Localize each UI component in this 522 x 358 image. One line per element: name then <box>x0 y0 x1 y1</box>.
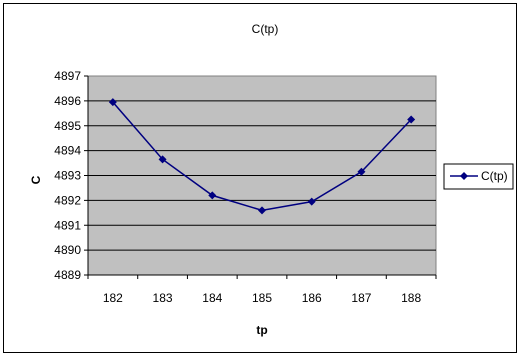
data-point-marker <box>208 191 217 200</box>
chart-title: C(tp) <box>252 22 279 36</box>
y-tick-label: 4892 <box>54 193 81 207</box>
x-tick-label: 182 <box>103 291 123 305</box>
x-tick-label: 188 <box>401 291 421 305</box>
y-tick-label: 4891 <box>54 218 81 232</box>
x-axis-title: tp <box>256 323 267 337</box>
y-tick-label: 4890 <box>54 243 81 257</box>
legend-marker <box>460 172 468 180</box>
y-tick-label: 4894 <box>54 144 81 158</box>
y-axis-title: C <box>29 175 43 184</box>
x-axis-ticks: 182 183 184 185 186 187 188 <box>87 274 437 305</box>
y-axis-ticks: 4889 4890 4891 4892 4893 4894 4895 4896 4897 <box>54 69 89 282</box>
legend: C(tp) <box>443 163 514 190</box>
y-tick-label: 4895 <box>54 119 81 133</box>
data-point-marker <box>258 206 266 215</box>
x-tick-label: 185 <box>252 291 272 305</box>
y-tick-label: 4893 <box>54 169 81 183</box>
y-tick-label: 4889 <box>54 268 81 282</box>
x-tick-label: 186 <box>302 291 322 305</box>
legend-label: C(tp) <box>481 169 508 183</box>
data-point-marker <box>407 115 416 124</box>
data-point-marker <box>357 167 366 176</box>
y-tick-label: 4896 <box>54 94 81 108</box>
x-tick-label: 183 <box>153 291 173 305</box>
data-point-marker <box>108 98 117 107</box>
y-tick-label: 4897 <box>54 69 81 83</box>
x-tick-label: 187 <box>351 291 371 305</box>
series-layer <box>108 98 416 215</box>
data-point-marker <box>158 155 167 164</box>
x-tick-label: 184 <box>202 291 222 305</box>
data-point-marker <box>307 197 316 206</box>
grid-lines <box>88 100 436 251</box>
